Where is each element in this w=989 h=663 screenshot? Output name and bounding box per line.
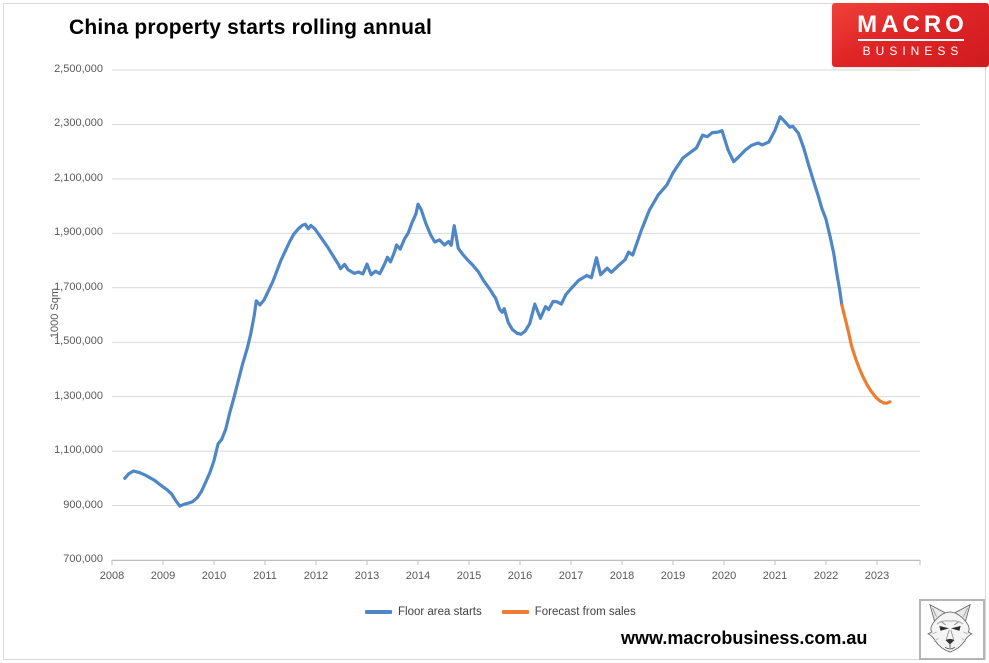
- x-tick-label: 2011: [253, 570, 277, 582]
- website-url: www.macrobusiness.com.au: [621, 628, 868, 648]
- x-tick-label: 2010: [201, 570, 227, 582]
- x-tick-label: 2015: [456, 570, 482, 582]
- logo-divider: [857, 39, 964, 41]
- chart-title: China property starts rolling annual: [69, 16, 433, 39]
- series-line-1: [840, 303, 892, 405]
- series-line-0: [123, 115, 844, 508]
- legend-label: Floor area starts: [398, 606, 482, 618]
- x-tick-label: 2013: [354, 570, 380, 582]
- y-tick-label: 1,900,000: [54, 226, 103, 239]
- y-tick-label: 700,000: [63, 553, 103, 565]
- x-tick-label: 2023: [864, 570, 890, 582]
- logo-text-business: BUSINESS: [862, 44, 964, 58]
- y-tick-label: 2,100,000: [54, 171, 103, 184]
- legend-line-sample-orange: [501, 610, 529, 614]
- macrobusiness-logo: MACRO BUSINESS: [832, 3, 989, 67]
- y-tick-label: 900,000: [63, 498, 103, 511]
- wolf-sketch-icon: [927, 603, 973, 653]
- x-tick-label: 2021: [762, 570, 788, 582]
- x-tick-label: 2017: [558, 570, 584, 582]
- x-tick-label: 2018: [609, 570, 635, 582]
- x-tick-label: 2008: [99, 570, 125, 582]
- logo-text-macro: MACRO: [857, 11, 968, 38]
- x-tick-label: 2012: [303, 570, 329, 582]
- legend-item-forecast-from-sales: Forecast from sales: [501, 606, 636, 618]
- y-tick-label: 1,300,000: [54, 389, 103, 402]
- y-tick-label: 1,100,000: [54, 444, 103, 457]
- y-tick-label: 1,700,000: [54, 280, 103, 293]
- y-tick-label: 2,300,000: [54, 117, 103, 130]
- y-axis-title: 1000 Sqm: [49, 287, 61, 339]
- x-tick-label: 2009: [150, 570, 176, 582]
- x-tick-label: 2019: [660, 570, 686, 582]
- x-tick-label: 2014: [405, 570, 431, 582]
- x-tick-label: 2020: [711, 570, 737, 582]
- y-tick-label: 2,500,000: [54, 63, 103, 75]
- legend-label: Forecast from sales: [534, 606, 636, 618]
- page-border: [3, 3, 986, 660]
- y-tick-label: 1,500,000: [54, 335, 103, 348]
- wolf-logo: [919, 599, 985, 660]
- legend-item-floor-area-starts: Floor area starts: [365, 606, 482, 618]
- x-tick-label: 2022: [813, 570, 839, 582]
- legend-line-sample-blue: [365, 610, 392, 614]
- x-tick-label: 2016: [507, 570, 533, 582]
- legend: Floor area starts Forecast from sales: [365, 606, 636, 618]
